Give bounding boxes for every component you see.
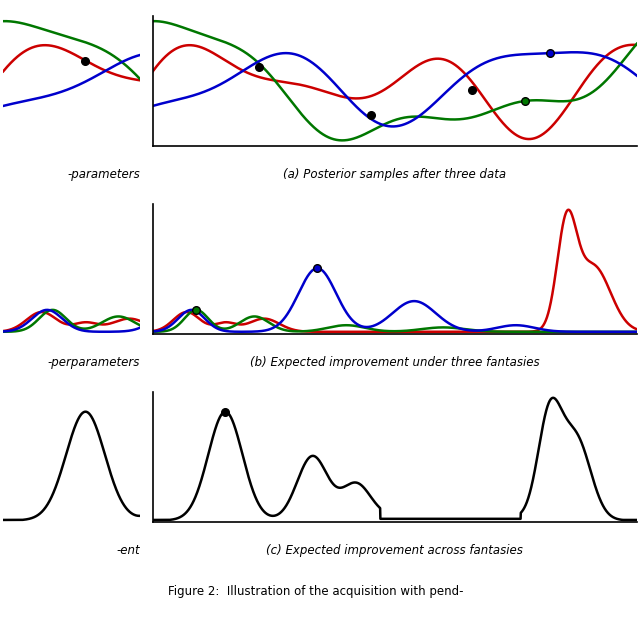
Text: (b) Expected improvement under three fantasies: (b) Expected improvement under three fan…	[250, 356, 540, 369]
Text: Figure 2:  Illustration of the acquisition with pend-: Figure 2: Illustration of the acquisitio…	[168, 585, 463, 598]
Text: (a) Posterior samples after three data: (a) Posterior samples after three data	[284, 168, 506, 181]
Text: -parameters: -parameters	[68, 168, 140, 181]
Text: -perparameters: -perparameters	[48, 356, 140, 369]
Text: -ent: -ent	[116, 544, 140, 557]
Text: (c) Expected improvement across fantasies: (c) Expected improvement across fantasie…	[266, 544, 524, 557]
